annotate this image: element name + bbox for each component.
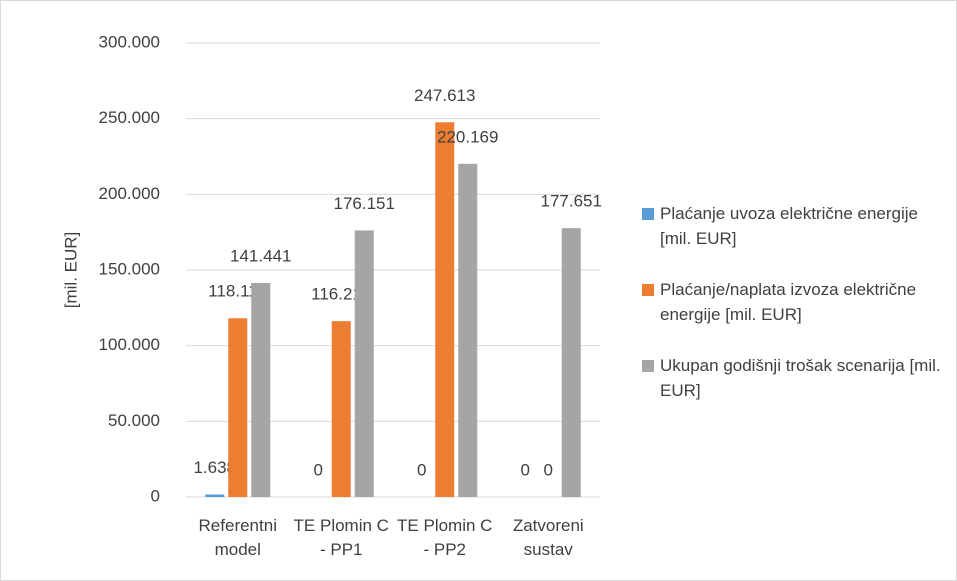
x-tick-label: TE Plomin C- PP1 (294, 516, 389, 559)
x-tick-label: Referentni model (199, 516, 277, 559)
data-label: 247.613 (414, 86, 475, 105)
data-label: 0 (521, 460, 530, 479)
bar (228, 318, 248, 497)
data-label: 0 (544, 460, 553, 479)
y-tick-label: 100.000 (99, 335, 160, 354)
legend-label: Plaćanje/naplata izvoza električne energ… (660, 280, 917, 324)
data-label: 176.151 (334, 194, 395, 213)
legend-swatch (642, 284, 654, 296)
y-tick-label: 250.000 (99, 108, 160, 127)
y-tick-label: 50.000 (108, 411, 160, 430)
data-label: 141.441 (230, 246, 291, 265)
legend-swatch (642, 208, 654, 220)
y-tick-label: 150.000 (99, 259, 160, 278)
y-tick-label: 200.000 (99, 184, 160, 203)
data-label: 220.169 (437, 127, 498, 146)
legend-label: Ukupan godišnji trošak scenarija [mil. E… (660, 356, 941, 400)
bar (458, 163, 478, 497)
bar (354, 230, 374, 498)
legend-label: Plaćanje uvoza električne energije [mil.… (660, 204, 918, 248)
data-label: 0 (314, 460, 323, 479)
y-tick-label: 300.000 (99, 32, 160, 51)
y-axis-label: [mil. EUR] (61, 232, 80, 309)
data-label: 0 (417, 460, 426, 479)
bar (435, 122, 455, 497)
data-label: 1.638 (193, 458, 236, 477)
bar (251, 282, 271, 497)
bar (561, 228, 581, 497)
bar (205, 494, 225, 497)
x-tick-label: Zatvoreni sustav (513, 516, 584, 559)
bar (331, 321, 351, 497)
data-label: 177.651 (541, 192, 602, 211)
y-tick-label: 0 (151, 486, 160, 505)
x-tick-label: TE Plomin C- PP2 (397, 516, 492, 559)
legend-swatch (642, 360, 654, 372)
